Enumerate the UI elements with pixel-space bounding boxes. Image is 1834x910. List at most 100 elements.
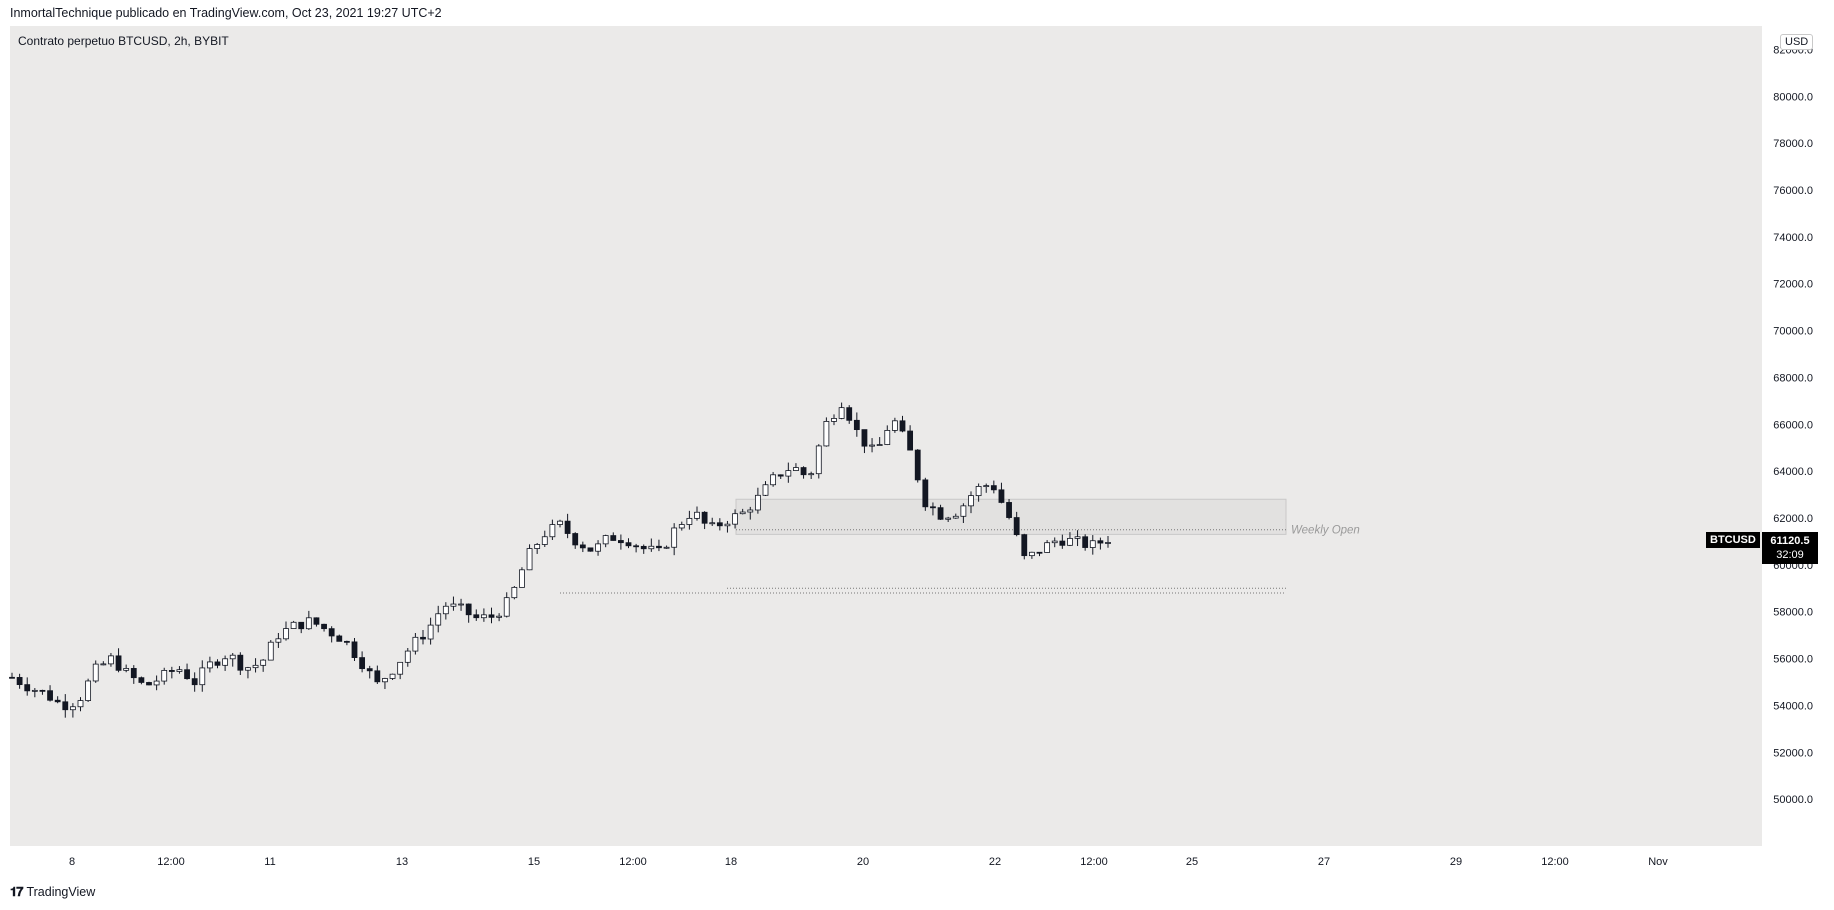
candle-body bbox=[678, 524, 685, 529]
candle-body bbox=[267, 641, 274, 661]
y-tick-label: 50000.0 bbox=[1773, 794, 1813, 806]
x-tick-label: 25 bbox=[1186, 856, 1198, 868]
candle-body bbox=[754, 494, 761, 511]
candle-body bbox=[534, 544, 541, 549]
symbol-tag: BTCUSD bbox=[1706, 532, 1760, 548]
candle-body bbox=[420, 636, 426, 640]
y-tick-label: 68000.0 bbox=[1773, 372, 1813, 384]
candle-body bbox=[359, 657, 366, 670]
brand-name: TradingView bbox=[26, 885, 96, 899]
candle-body bbox=[77, 700, 84, 708]
candle-body bbox=[450, 603, 457, 607]
candle-body bbox=[952, 515, 959, 519]
candle-body bbox=[572, 533, 579, 546]
last-price-value: 61120.5 bbox=[1770, 535, 1810, 547]
candle-body bbox=[252, 664, 259, 669]
y-tick-label: 74000.0 bbox=[1773, 232, 1813, 244]
candle-body bbox=[153, 680, 160, 686]
currency-button[interactable]: USD bbox=[1780, 34, 1814, 50]
price-axis[interactable] bbox=[1762, 26, 1834, 846]
candle-body bbox=[694, 511, 700, 519]
y-tick-label: 56000.0 bbox=[1773, 654, 1813, 666]
candle-body bbox=[876, 444, 883, 446]
candle-body bbox=[930, 506, 936, 509]
candle-body bbox=[458, 603, 464, 606]
x-tick-label: 13 bbox=[396, 856, 408, 868]
chart-title: Contrato perpetuo BTCUSD, 2h, BYBIT bbox=[18, 34, 229, 48]
candle-body bbox=[564, 520, 571, 534]
bar-countdown: 32:09 bbox=[1776, 549, 1804, 561]
candle-body bbox=[237, 654, 244, 671]
candle-body bbox=[488, 614, 495, 618]
candle-body bbox=[968, 495, 974, 507]
y-tick-label: 52000.0 bbox=[1773, 747, 1813, 759]
candle-body bbox=[184, 669, 190, 680]
candle-body bbox=[739, 511, 746, 515]
candle-body bbox=[130, 668, 137, 679]
y-tick-label: 72000.0 bbox=[1773, 279, 1813, 291]
candle-body bbox=[617, 540, 624, 544]
candle-body bbox=[526, 548, 533, 571]
candle-body bbox=[191, 678, 198, 686]
candle-body bbox=[115, 655, 122, 671]
y-tick-label: 70000.0 bbox=[1773, 326, 1813, 338]
candle-body bbox=[168, 670, 175, 672]
candle-body bbox=[914, 449, 921, 481]
candle-body bbox=[587, 547, 594, 552]
candle-body bbox=[1089, 540, 1096, 548]
candle-body bbox=[853, 419, 860, 431]
candle-body bbox=[161, 670, 168, 682]
candle-body bbox=[907, 430, 914, 451]
candle-body bbox=[305, 617, 312, 630]
candle-body bbox=[557, 520, 563, 525]
candle-body bbox=[891, 420, 898, 431]
y-tick-label: 62000.0 bbox=[1773, 513, 1813, 525]
candle-body bbox=[480, 614, 487, 619]
candle-body bbox=[435, 613, 442, 626]
candle-body bbox=[724, 523, 731, 527]
candle-body bbox=[663, 546, 670, 549]
candle-body bbox=[1028, 551, 1035, 557]
candle-body bbox=[1036, 551, 1043, 554]
candle-body bbox=[983, 485, 990, 488]
candle-body bbox=[579, 544, 586, 549]
candle-body bbox=[222, 658, 229, 666]
candle-body bbox=[633, 545, 640, 548]
x-tick-label: 18 bbox=[725, 856, 737, 868]
candle-body bbox=[777, 474, 784, 477]
x-tick-label: 12:00 bbox=[1541, 856, 1569, 868]
candle-body bbox=[496, 615, 503, 618]
candle-body bbox=[229, 654, 236, 660]
candle-body bbox=[1082, 536, 1089, 548]
candle-body bbox=[732, 513, 738, 525]
candle-body bbox=[138, 677, 145, 683]
candle-body bbox=[1044, 542, 1051, 553]
last-price-tag: 61120.5 32:09 bbox=[1762, 532, 1818, 564]
candle-body bbox=[245, 667, 251, 671]
x-tick-label: 22 bbox=[989, 856, 1001, 868]
candle-body bbox=[762, 484, 769, 496]
candle-body bbox=[625, 542, 632, 547]
candle-body bbox=[503, 597, 510, 617]
candle-body bbox=[785, 470, 792, 477]
candle-body bbox=[519, 569, 525, 588]
publisher-header: InmortalTechnique publicado en TradingVi… bbox=[10, 6, 442, 20]
candle-body bbox=[899, 420, 906, 432]
x-tick-label: 8 bbox=[69, 856, 75, 868]
y-tick-label: 58000.0 bbox=[1773, 607, 1813, 619]
candle-body bbox=[1051, 540, 1058, 544]
candle-body bbox=[709, 522, 716, 525]
x-tick-label: 27 bbox=[1318, 856, 1330, 868]
x-tick-label: 12:00 bbox=[1080, 856, 1108, 868]
candle-body bbox=[861, 429, 868, 447]
candle-body bbox=[1021, 534, 1028, 557]
candle-body bbox=[283, 628, 289, 640]
candle-body bbox=[442, 605, 449, 615]
time-axis[interactable] bbox=[10, 846, 1834, 876]
candle-body bbox=[123, 668, 130, 671]
candle-body bbox=[473, 614, 480, 619]
footer-brand[interactable]: 𝟏𝟕 TradingView bbox=[10, 884, 95, 900]
candle-body bbox=[1013, 517, 1020, 536]
candle-body bbox=[869, 444, 875, 447]
